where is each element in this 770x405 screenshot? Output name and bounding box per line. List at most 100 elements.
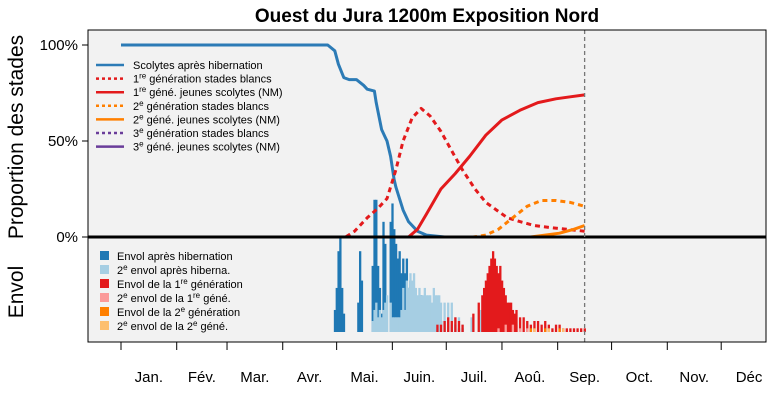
legend-label: 1re génération stades blancs xyxy=(133,71,272,86)
flight-bar xyxy=(436,295,439,332)
legend-bar-swatch xyxy=(100,251,109,260)
flight-bar xyxy=(337,251,340,332)
flight-bar xyxy=(461,324,464,332)
flight-bar xyxy=(529,328,533,332)
flight-bar xyxy=(384,243,387,332)
flight-bar xyxy=(384,302,387,332)
flight-bar xyxy=(470,317,473,332)
flight-bar xyxy=(569,328,572,332)
flight-bar xyxy=(533,320,536,332)
flight-bar xyxy=(583,328,586,332)
flight-bar xyxy=(405,280,409,332)
x-axis: Jan. Fév. Mar. Avr. Mai. Juin. Juil. Aoû. Sep. Oc… xyxy=(120,342,763,386)
flight-bar xyxy=(443,302,446,332)
y-axis-label-top: Proportion des stades xyxy=(5,35,28,239)
flight-bar xyxy=(360,280,364,332)
legend-bar-swatch xyxy=(100,321,109,330)
flight-bar xyxy=(382,309,385,332)
flight-bar xyxy=(518,328,522,332)
legend-label: Envol après hibernation xyxy=(117,251,233,263)
legend-label: Envol de la 1re génération xyxy=(117,277,243,292)
flight-bar xyxy=(418,287,421,332)
legend-label: 3e géné. jeunes scolytes (NM) xyxy=(133,139,280,154)
flight-bar xyxy=(443,320,446,332)
flight-bar xyxy=(394,317,398,332)
flight-bar xyxy=(402,287,405,332)
flight-bar xyxy=(373,199,376,332)
legend-label: 2e géné. jeunes scolytes (NM) xyxy=(133,112,280,127)
flight-bar xyxy=(493,258,497,332)
y-tick-label: 50% xyxy=(48,133,78,150)
flight-bar xyxy=(576,328,579,332)
flight-bar xyxy=(400,273,403,332)
legend-label: 2e génération stades blancs xyxy=(133,98,269,113)
plot-frame xyxy=(87,29,767,343)
flight-bar xyxy=(409,273,412,332)
flight-bar xyxy=(425,295,428,332)
legend-bar-swatch xyxy=(100,265,109,274)
y-axis-label-bottom: Envol xyxy=(5,266,28,319)
flight-bar xyxy=(398,251,401,332)
x-tick-label: Oct. xyxy=(626,369,654,386)
flight-bar xyxy=(499,265,502,332)
flight-bar xyxy=(398,317,401,332)
flight-bar xyxy=(439,324,443,332)
flight-bar xyxy=(551,328,554,332)
flight-bar xyxy=(544,328,547,332)
chart-title: Ouest du Jura 1200m Exposition Nord xyxy=(255,6,599,27)
flight-bar xyxy=(533,328,536,332)
flight-bar xyxy=(558,328,561,332)
flight-bar xyxy=(508,302,511,332)
flight-bar xyxy=(511,324,515,332)
flight-bar xyxy=(513,313,516,332)
flight-bar xyxy=(490,258,493,332)
flight-bar xyxy=(430,302,434,332)
flight-bar xyxy=(376,317,380,332)
legend-label: 1re géné. jeunes scolytes (NM) xyxy=(133,85,283,100)
x-tick-label: Aoû. xyxy=(514,369,545,386)
x-tick-label: Juil. xyxy=(461,369,488,386)
flight-bar xyxy=(544,320,547,332)
flight-bar xyxy=(427,295,430,332)
flight-bar xyxy=(511,309,515,332)
flight-bar xyxy=(432,287,435,332)
flight-bar xyxy=(341,287,344,332)
x-tick-label: Sep. xyxy=(569,369,600,386)
legend-bar-swatch xyxy=(100,307,109,316)
flight-bar xyxy=(375,302,378,332)
flight-bar xyxy=(429,295,432,332)
flight-bar xyxy=(407,287,410,332)
flight-bar xyxy=(416,295,419,332)
flight-bar xyxy=(385,295,389,332)
flight-bar xyxy=(423,287,426,332)
flight-bar xyxy=(450,320,453,332)
flight-bar xyxy=(389,302,392,332)
flight-bar xyxy=(396,258,400,332)
flight-bar xyxy=(382,221,385,332)
x-tick-label: Juin. xyxy=(403,369,435,386)
series-line xyxy=(121,93,585,239)
flight-bar xyxy=(414,287,418,332)
flight-bar xyxy=(526,320,529,332)
flight-bar xyxy=(373,309,376,332)
flight-bar xyxy=(391,203,394,332)
flight-bar xyxy=(391,317,394,332)
flight-bar xyxy=(554,324,558,332)
flight-bar xyxy=(400,309,403,332)
flight-bar xyxy=(481,295,484,332)
flight-bar xyxy=(506,302,509,332)
flight-bar xyxy=(486,273,489,332)
flight-bar xyxy=(378,309,382,332)
flight-bar xyxy=(412,273,416,332)
flight-bar xyxy=(380,317,383,332)
flight-bar xyxy=(536,320,540,332)
flight-bar xyxy=(403,273,407,332)
flight-bar xyxy=(371,320,374,332)
flight-bar xyxy=(447,317,450,332)
flight-bar xyxy=(502,287,506,332)
x-tick-label: Jan. xyxy=(135,369,163,386)
legend-label: 3e génération stades blancs xyxy=(133,126,269,141)
